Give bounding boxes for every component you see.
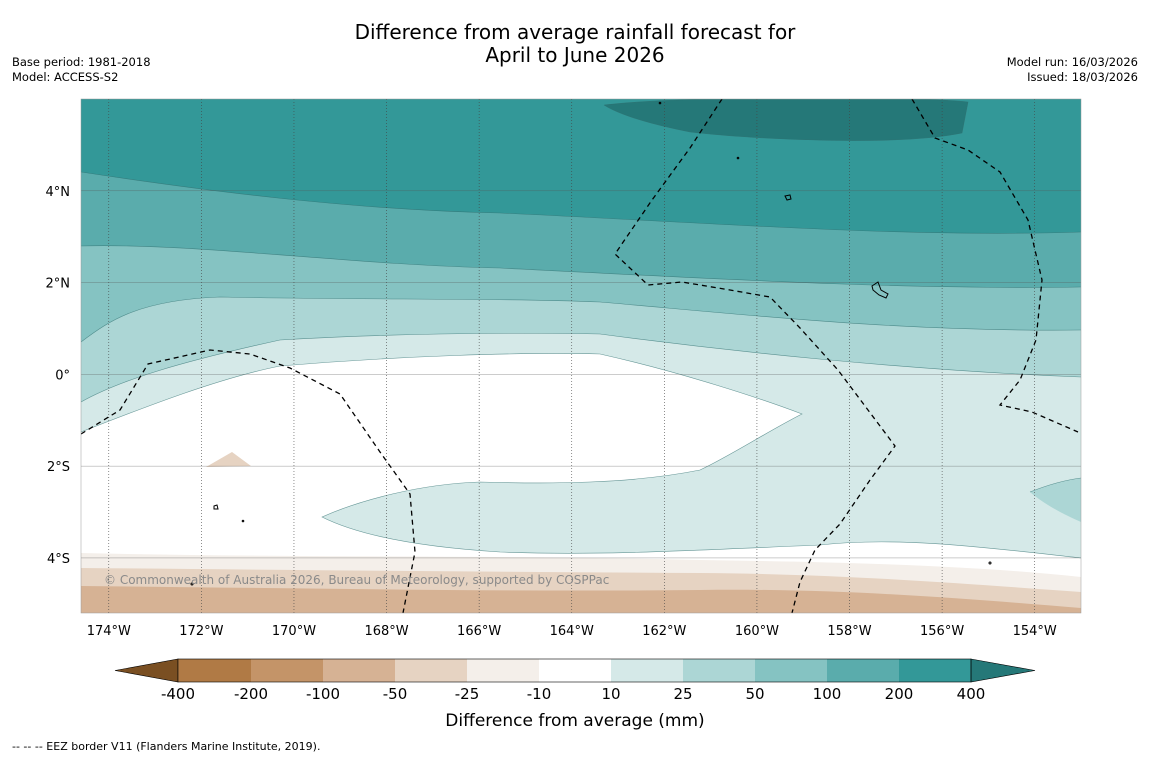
meta-left: Base period: 1981-2018 Model: ACCESS-S2 bbox=[12, 55, 151, 85]
colorbar-tick-label: -50 bbox=[383, 685, 408, 703]
title-line-1: Difference from average rainfall forecas… bbox=[354, 20, 796, 44]
colorbar-title: Difference from average (mm) bbox=[445, 711, 704, 731]
map-plot-area: © Commonwealth of Australia 2026, Bureau… bbox=[81, 99, 1081, 613]
island bbox=[241, 519, 245, 523]
island bbox=[736, 156, 740, 160]
colorbar-swatch bbox=[899, 659, 971, 682]
colorbar-swatch bbox=[323, 659, 395, 682]
base-period: Base period: 1981-2018 bbox=[12, 55, 151, 69]
island-outlines bbox=[190, 101, 992, 586]
colorbar-swatch bbox=[539, 659, 611, 682]
issued-date: Issued: 18/03/2026 bbox=[1027, 70, 1138, 84]
longitude-tick-label: 158°W bbox=[827, 624, 871, 639]
longitude-tick-label: 154°W bbox=[1013, 624, 1057, 639]
colorbar-tick-label: -400 bbox=[161, 685, 195, 703]
copyright-text: © Commonwealth of Australia 2026, Bureau… bbox=[104, 573, 609, 587]
band-minus50-minus100 bbox=[81, 586, 1081, 613]
colorbar-swatch bbox=[467, 659, 539, 682]
island bbox=[658, 101, 662, 105]
island bbox=[213, 504, 219, 510]
longitude-tick-label: 164°W bbox=[550, 624, 594, 639]
island bbox=[784, 194, 792, 201]
eez-footnote: -- -- -- EEZ border V11 (Flanders Marine… bbox=[12, 740, 321, 753]
title-line-2: April to June 2026 bbox=[485, 43, 665, 67]
colorbar-swatch bbox=[683, 659, 755, 682]
colorbar-tick-label: -10 bbox=[527, 685, 552, 703]
latitude-tick-label: 2°N bbox=[46, 277, 71, 292]
latitude-labels: 4°N 2°N 0° 2°S 4°S bbox=[46, 185, 71, 567]
island bbox=[988, 561, 992, 565]
latitude-tick-label: 2°S bbox=[47, 460, 70, 475]
longitude-labels: 174°W 172°W 170°W 168°W 166°W 164°W 162°W 160°W… bbox=[87, 624, 1057, 639]
latitude-tick-label: 4°S bbox=[47, 552, 70, 567]
longitude-tick-label: 162°W bbox=[642, 624, 686, 639]
latitude-tick-label: 4°N bbox=[46, 185, 71, 200]
island bbox=[871, 281, 889, 299]
colorbar-tick-label: 10 bbox=[601, 685, 620, 703]
colorbar-tick-label: 100 bbox=[813, 685, 842, 703]
colorbar-extend-low bbox=[114, 658, 179, 683]
colorbar-swatch bbox=[755, 659, 827, 682]
colorbar-swatch bbox=[251, 659, 323, 682]
map-frame bbox=[80, 98, 1082, 614]
colorbar-tick-label: 25 bbox=[673, 685, 692, 703]
longitude-tick-label: 160°W bbox=[735, 624, 779, 639]
model-run: Model run: 16/03/2026 bbox=[1006, 55, 1138, 69]
colorbar-swatch bbox=[178, 659, 251, 682]
model-name: Model: ACCESS-S2 bbox=[12, 70, 119, 84]
meta-right: Model run: 16/03/2026 Issued: 18/03/2026 bbox=[1007, 55, 1138, 85]
latitude-tick-label: 0° bbox=[55, 368, 70, 383]
colorbar-tick-label: 200 bbox=[885, 685, 914, 703]
band-300-400-patch bbox=[604, 99, 968, 141]
band-minus10-10 bbox=[81, 353, 1081, 613]
colorbar: -400 -200 -100 -50 -25 -10 10 25 50 100 200 400 bbox=[114, 658, 1036, 703]
colorbar-outline bbox=[177, 658, 972, 683]
colorbar-extend-high bbox=[970, 658, 1036, 683]
latitude-gridlines bbox=[81, 190, 1081, 559]
colorbar-swatch bbox=[395, 659, 467, 682]
longitude-tick-label: 166°W bbox=[457, 624, 501, 639]
colorbar-swatch bbox=[827, 659, 899, 682]
longitude-tick-label: 174°W bbox=[87, 624, 131, 639]
island bbox=[190, 582, 194, 586]
longitude-tick-label: 168°W bbox=[364, 624, 408, 639]
longitude-tick-label: 156°W bbox=[920, 624, 964, 639]
eez-border-lines bbox=[81, 99, 1079, 613]
band-10-25-patch bbox=[1030, 478, 1081, 522]
rainfall-map-figure: © Commonwealth of Australia 2026, Bureau… bbox=[46, 98, 1082, 731]
colorbar-tick-label: -25 bbox=[455, 685, 480, 703]
colorbar-tick-label: 50 bbox=[745, 685, 764, 703]
longitude-tick-label: 172°W bbox=[179, 624, 223, 639]
dry-patch bbox=[206, 452, 251, 467]
colorbar-tick-label: -200 bbox=[234, 685, 268, 703]
colorbar-swatch bbox=[611, 659, 683, 682]
colorbar-tick-label: -100 bbox=[306, 685, 340, 703]
longitude-tick-label: 170°W bbox=[272, 624, 316, 639]
colorbar-tick-label: 400 bbox=[957, 685, 986, 703]
